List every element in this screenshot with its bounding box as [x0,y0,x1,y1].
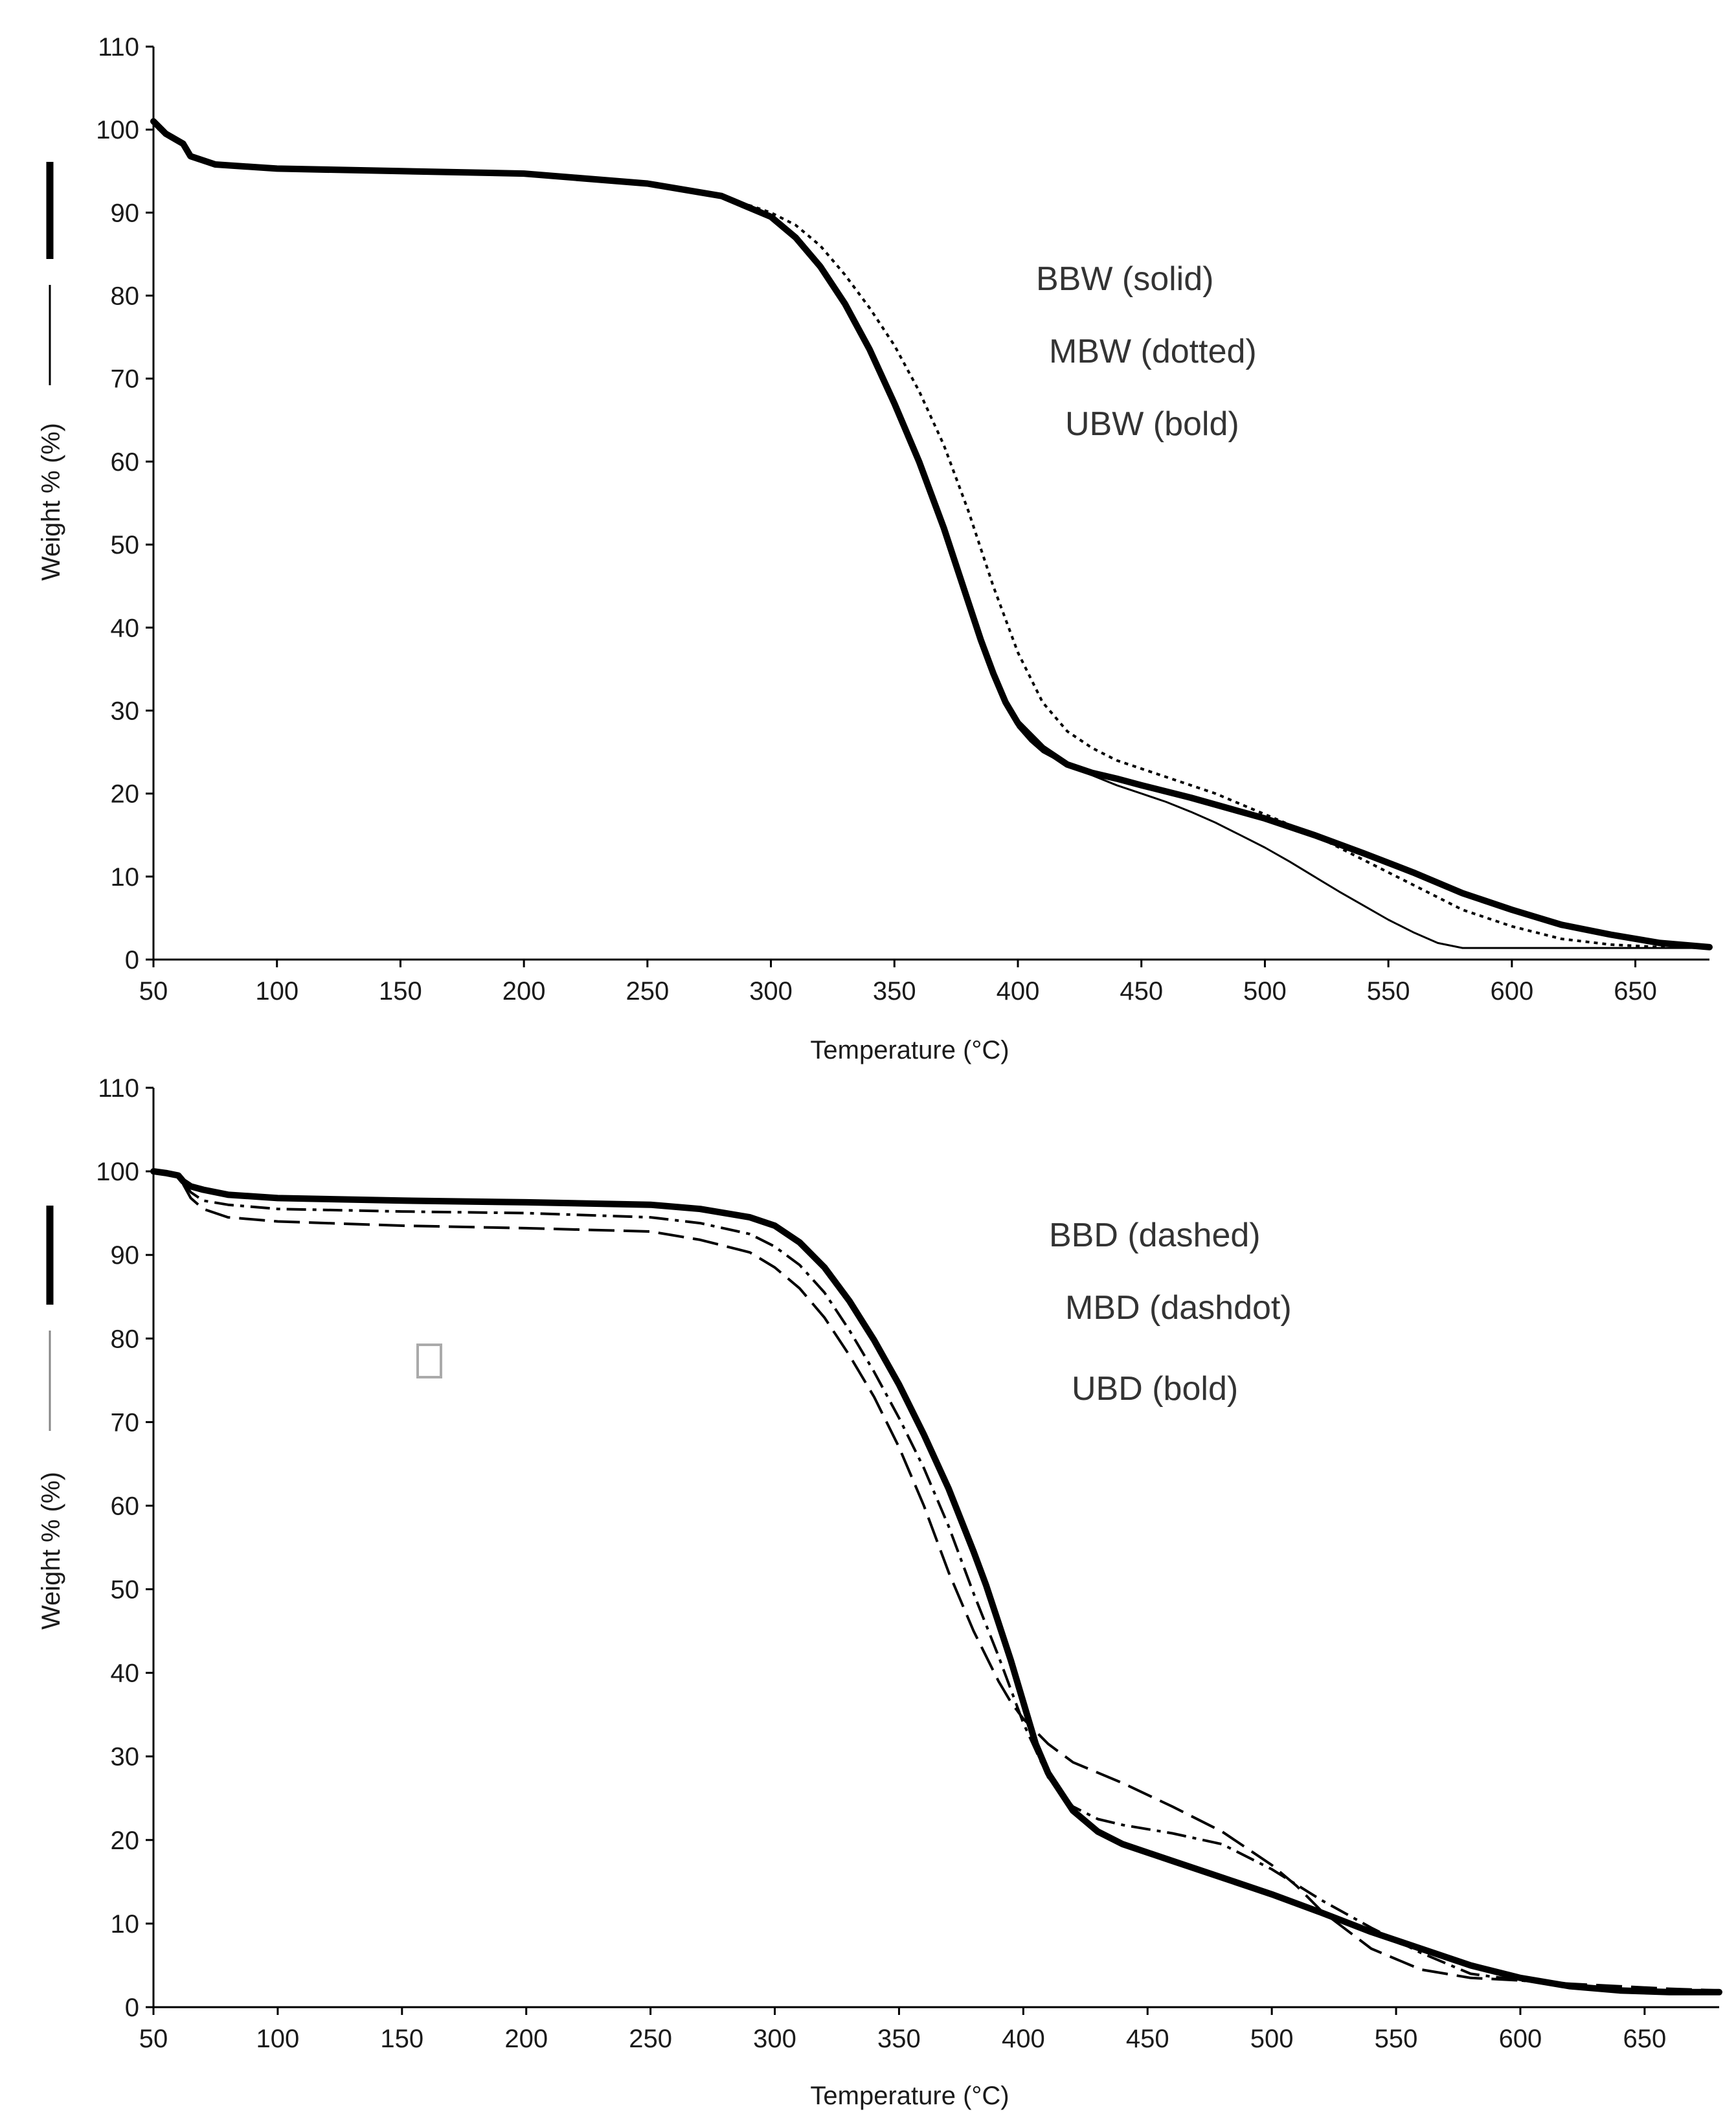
series-line-ubd [150,1168,1722,1996]
series-line-ubw [150,118,1713,950]
x-tick-label: 300 [749,977,793,1006]
x-tick-label: 250 [626,977,669,1006]
x-axis-title: Temperature (°C) [810,2082,1009,2110]
x-tick-label: 550 [1367,977,1410,1006]
x-tick-label: 150 [379,977,422,1006]
y-tick-label: 70 [111,1408,140,1437]
x-tick-label: 300 [753,2025,796,2053]
y-tick-label: 100 [96,116,139,144]
x-tick-label: 50 [139,2025,168,2053]
y-tick-label: 0 [125,1994,139,2022]
y-tick-label: 60 [111,448,140,477]
x-tick-label: 150 [380,2025,423,2053]
x-tick-label: 600 [1499,2025,1542,2053]
x-tick-label: 350 [877,2025,921,2053]
x-tick-label: 400 [1002,2025,1045,2053]
chart-top-bbw-mbw-ubw: 0 10 20 30 40 50 60 70 80 90 100 110 50 100 150 200 250 3… [37,33,1713,1064]
x-tick-label: 200 [502,977,546,1006]
annotation-bbd: BBD (dashed) [1049,1217,1261,1254]
annotation-mbw: MBW (dotted) [1049,333,1257,370]
y-tick-label: 40 [111,1659,140,1688]
y-tick-label: 80 [111,1325,140,1353]
annotation-ubw: UBW (bold) [1065,405,1239,443]
y-tick-label: 90 [111,1241,140,1270]
placeholder-glyph-box [416,1344,442,1378]
x-tick-label: 500 [1243,977,1287,1006]
x-tick-label: 500 [1250,2025,1294,2053]
annotation-bbw: BBW (solid) [1036,260,1213,298]
x-tick-label: 450 [1126,2025,1169,2053]
y-tick-label: 60 [111,1492,140,1520]
y-tick-label: 20 [111,1827,140,1855]
y-tick-label: 110 [98,1074,139,1103]
y-tick-label: 30 [111,697,140,725]
y-tick-label: 100 [96,1158,139,1186]
y-tick-label: 50 [111,531,140,559]
x-tick-label: 450 [1120,977,1163,1006]
y-tick-label: 40 [111,614,140,642]
y-tick-label: 10 [111,1910,140,1939]
y-tick-label: 30 [111,1743,140,1771]
y-axis-title: Weight % (%) [37,423,65,581]
y-tick-label: 90 [111,199,140,227]
y-tick-label: 0 [125,946,139,974]
y-tick-label: 70 [111,365,140,394]
series-line-bbd [153,1170,1720,1992]
x-tick-label: 250 [629,2025,672,2053]
x-tick-label: 550 [1375,2025,1418,2053]
x-tick-label: 200 [504,2025,548,2053]
x-tick-label: 100 [255,977,299,1006]
annotation-ubd: UBD (bold) [1072,1370,1238,1408]
y-tick-label: 80 [111,282,140,311]
x-tick-label: 100 [256,2025,300,2053]
x-tick-label: 650 [1623,2025,1666,2053]
x-tick-label: 350 [873,977,916,1006]
annotation-mbd: MBD (dashdot) [1065,1289,1292,1327]
plot-area-top: 0 10 20 30 40 50 60 70 80 90 100 110 50 100 150 200 250 3… [96,33,1713,1006]
chart-bottom-bbd-mbd-ubd: 0 10 20 30 40 50 60 70 80 90 100 110 50 100 150 200 250 3… [37,1074,1722,2110]
plot-area-bottom: 0 10 20 30 40 50 60 70 80 90 100 110 50 100 150 200 250 3… [96,1074,1722,2053]
y-tick-label: 10 [111,863,140,892]
y-tick-label: 110 [98,33,139,62]
x-tick-label: 600 [1490,977,1533,1006]
y-axis-title: Weight % (%) [37,1472,65,1630]
x-tick-label: 400 [997,977,1040,1006]
y-tick-label: 20 [111,780,140,809]
y-tick-label: 50 [111,1576,140,1604]
x-tick-label: 650 [1614,977,1657,1006]
x-axis-title: Temperature (°C) [810,1036,1009,1064]
x-tick-label: 50 [139,977,168,1006]
